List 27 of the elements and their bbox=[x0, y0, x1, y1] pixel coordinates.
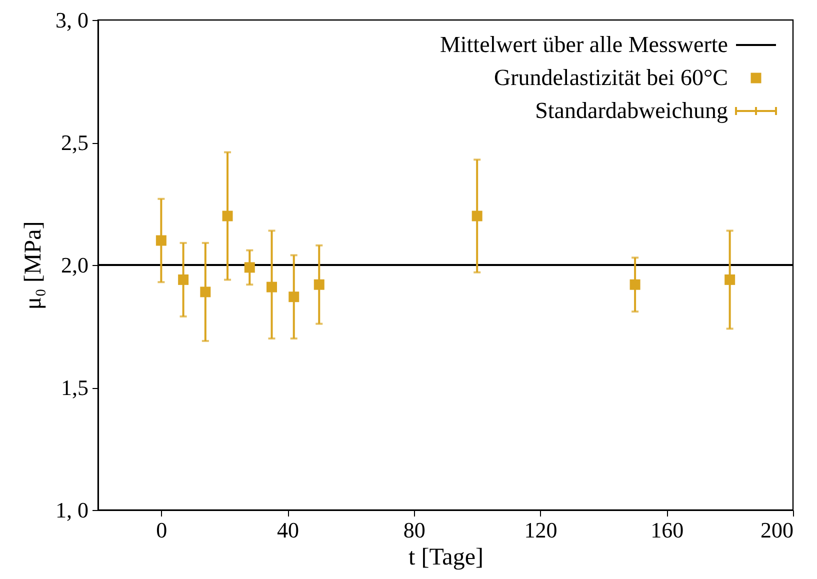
point bbox=[288, 292, 300, 302]
point bbox=[314, 279, 324, 290]
point bbox=[222, 210, 233, 222]
point bbox=[244, 262, 255, 273]
y-tick-label: 1, 0 bbox=[56, 498, 88, 522]
x-tick-label: 0 bbox=[156, 518, 168, 542]
point bbox=[724, 274, 736, 285]
y-tick-label: 3, 0 bbox=[56, 8, 88, 32]
point bbox=[266, 282, 277, 292]
point bbox=[200, 286, 211, 298]
x-tick-label: 80 bbox=[403, 518, 426, 542]
legend-label: Mittelwert über alle Messwerte bbox=[440, 32, 728, 57]
x-tick-label: 120 bbox=[524, 518, 558, 542]
y-tick-label: 2,5 bbox=[61, 130, 88, 155]
point bbox=[630, 279, 640, 290]
y-tick-label: 1,5 bbox=[61, 375, 88, 400]
annotation: Standardabweichung bbox=[535, 98, 728, 123]
point bbox=[178, 274, 189, 285]
x-tick-label: 200 bbox=[760, 518, 794, 542]
x-axis-title: t [Tage] bbox=[408, 544, 484, 570]
legend-label: Grundelastizität bei 60°C bbox=[494, 65, 728, 90]
y-tick-label: 2,0 bbox=[61, 252, 88, 278]
x-tick-label: 40 bbox=[277, 518, 300, 542]
x-tick-label: 160 bbox=[650, 518, 684, 542]
point bbox=[156, 235, 166, 246]
y-axis-title: μ₀ [MPa] bbox=[20, 221, 46, 310]
point bbox=[472, 210, 482, 222]
